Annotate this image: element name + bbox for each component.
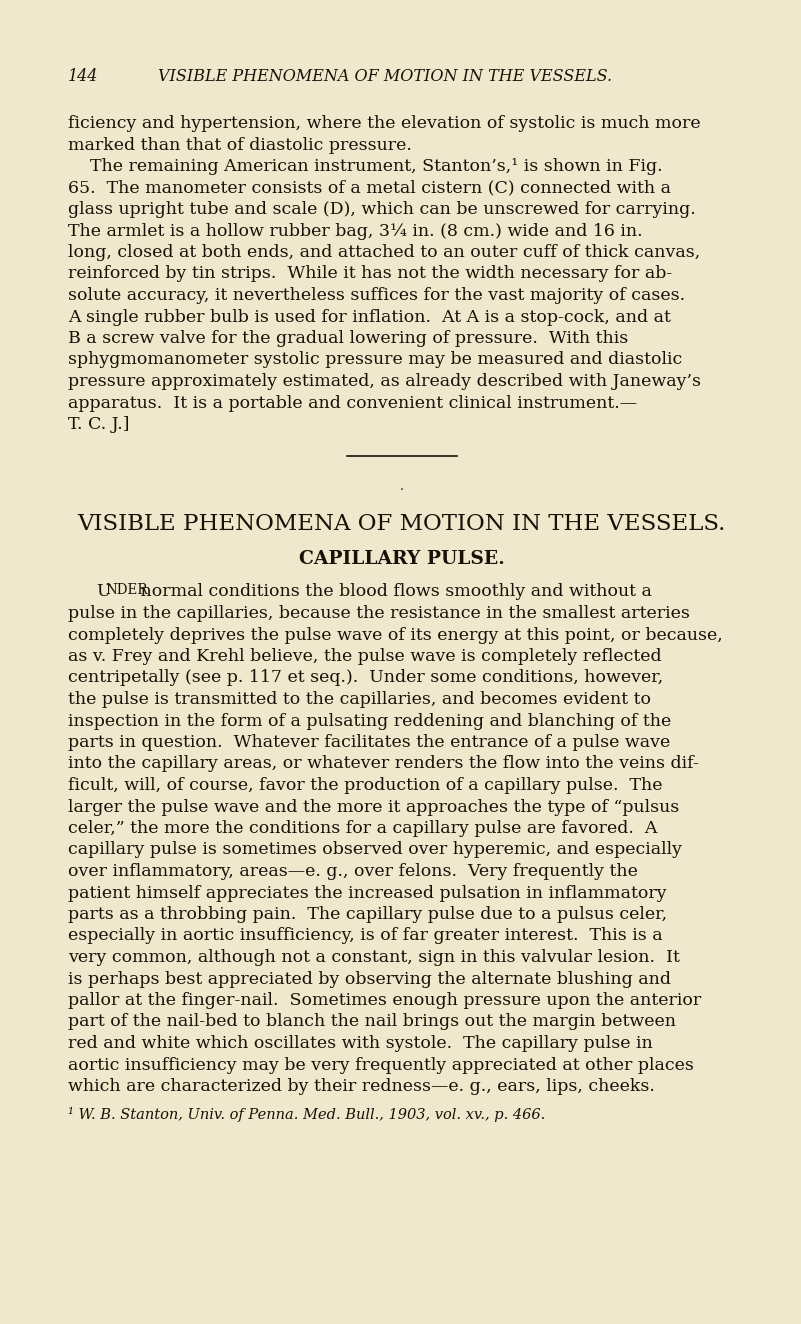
Text: as v. Frey and Krehl believe, the pulse wave is completely reflected: as v. Frey and Krehl believe, the pulse … — [68, 647, 662, 665]
Text: pallor at the finger-nail.  Sometimes enough pressure upon the anterior: pallor at the finger-nail. Sometimes eno… — [68, 992, 701, 1009]
Text: pulse in the capillaries, because the resistance in the smallest arteries: pulse in the capillaries, because the re… — [68, 605, 690, 622]
Text: glass upright tube and scale (D), which can be unscrewed for carrying.: glass upright tube and scale (D), which … — [68, 201, 696, 218]
Text: U: U — [96, 584, 111, 601]
Text: CAPILLARY PULSE.: CAPILLARY PULSE. — [299, 549, 505, 568]
Text: VISIBLE PHENOMENA OF MOTION IN THE VESSELS.: VISIBLE PHENOMENA OF MOTION IN THE VESSE… — [78, 514, 726, 535]
Text: which are characterized by their redness—e. g., ears, lips, cheeks.: which are characterized by their redness… — [68, 1078, 655, 1095]
Text: T. C. J.]: T. C. J.] — [68, 416, 130, 433]
Text: very common, although not a constant, sign in this valvular lesion.  It: very common, although not a constant, si… — [68, 949, 680, 967]
Text: over inflammatory, areas—e. g., over felons.  Very frequently the: over inflammatory, areas—e. g., over fel… — [68, 863, 638, 880]
Text: ·: · — [400, 483, 404, 496]
Text: patient himself appreciates the increased pulsation in inflammatory: patient himself appreciates the increase… — [68, 884, 666, 902]
Text: B a screw valve for the gradual lowering of pressure.  With this: B a screw valve for the gradual lowering… — [68, 330, 628, 347]
Text: ¹ W. B. Stanton, Univ. of Penna. Med. Bull., 1903, vol. xv., p. 466.: ¹ W. B. Stanton, Univ. of Penna. Med. Bu… — [68, 1107, 545, 1123]
Text: celer,” the more the conditions for a capillary pulse are favored.  A: celer,” the more the conditions for a ca… — [68, 820, 658, 837]
Text: apparatus.  It is a portable and convenient clinical instrument.—: apparatus. It is a portable and convenie… — [68, 395, 637, 412]
Text: the pulse is transmitted to the capillaries, and becomes evident to: the pulse is transmitted to the capillar… — [68, 691, 651, 708]
Text: The armlet is a hollow rubber bag, 3¼ in. (8 cm.) wide and 16 in.: The armlet is a hollow rubber bag, 3¼ in… — [68, 222, 642, 240]
Text: larger the pulse wave and the more it approaches the type of “pulsus: larger the pulse wave and the more it ap… — [68, 798, 679, 816]
Text: long, closed at both ends, and attached to an outer cuff of thick canvas,: long, closed at both ends, and attached … — [68, 244, 700, 261]
Text: sphygmomanometer systolic pressure may be measured and diastolic: sphygmomanometer systolic pressure may b… — [68, 351, 682, 368]
Text: aortic insufficiency may be very frequently appreciated at other places: aortic insufficiency may be very frequen… — [68, 1057, 694, 1074]
Text: The remaining American instrument, Stanton’s,¹ is shown in Fig.: The remaining American instrument, Stant… — [68, 158, 662, 175]
Text: parts as a throbbing pain.  The capillary pulse due to a pulsus celer,: parts as a throbbing pain. The capillary… — [68, 906, 667, 923]
Text: centripetally (see p. 117 et seq.).  Under some conditions, however,: centripetally (see p. 117 et seq.). Unde… — [68, 670, 663, 687]
Text: 144: 144 — [68, 68, 99, 85]
Text: ficiency and hypertension, where the elevation of systolic is much more: ficiency and hypertension, where the ele… — [68, 115, 701, 132]
Text: NDER: NDER — [105, 584, 147, 597]
Text: into the capillary areas, or whatever renders the flow into the veins dif-: into the capillary areas, or whatever re… — [68, 756, 699, 772]
Text: reinforced by tin strips.  While it has not the width necessary for ab-: reinforced by tin strips. While it has n… — [68, 266, 672, 282]
Text: capillary pulse is sometimes observed over hyperemic, and especially: capillary pulse is sometimes observed ov… — [68, 842, 682, 858]
Text: parts in question.  Whatever facilitates the entrance of a pulse wave: parts in question. Whatever facilitates … — [68, 733, 670, 751]
Text: is perhaps best appreciated by observing the alternate blushing and: is perhaps best appreciated by observing… — [68, 970, 671, 988]
Text: red and white which oscillates with systole.  The capillary pulse in: red and white which oscillates with syst… — [68, 1035, 653, 1053]
Text: normal conditions the blood flows smoothly and without a: normal conditions the blood flows smooth… — [135, 584, 652, 601]
Text: completely deprives the pulse wave of its energy at this point, or because,: completely deprives the pulse wave of it… — [68, 626, 723, 643]
Text: solute accuracy, it nevertheless suffices for the vast majority of cases.: solute accuracy, it nevertheless suffice… — [68, 287, 685, 305]
Text: inspection in the form of a pulsating reddening and blanching of the: inspection in the form of a pulsating re… — [68, 712, 671, 730]
Text: ficult, will, of course, favor the production of a capillary pulse.  The: ficult, will, of course, favor the produ… — [68, 777, 662, 794]
Text: especially in aortic insufficiency, is of far greater interest.  This is a: especially in aortic insufficiency, is o… — [68, 928, 662, 944]
Text: pressure approximately estimated, as already described with Janeway’s: pressure approximately estimated, as alr… — [68, 373, 701, 391]
Text: A single rubber bulb is used for inflation.  At A is a stop-cock, and at: A single rubber bulb is used for inflati… — [68, 308, 671, 326]
Text: part of the nail-bed to blanch the nail brings out the margin between: part of the nail-bed to blanch the nail … — [68, 1013, 676, 1030]
Text: 65.  The manometer consists of a metal cistern (C) connected with a: 65. The manometer consists of a metal ci… — [68, 180, 671, 196]
Text: marked than that of diastolic pressure.: marked than that of diastolic pressure. — [68, 136, 412, 154]
Text: VISIBLE PHENOMENA OF MOTION IN THE VESSELS.: VISIBLE PHENOMENA OF MOTION IN THE VESSE… — [158, 68, 612, 85]
